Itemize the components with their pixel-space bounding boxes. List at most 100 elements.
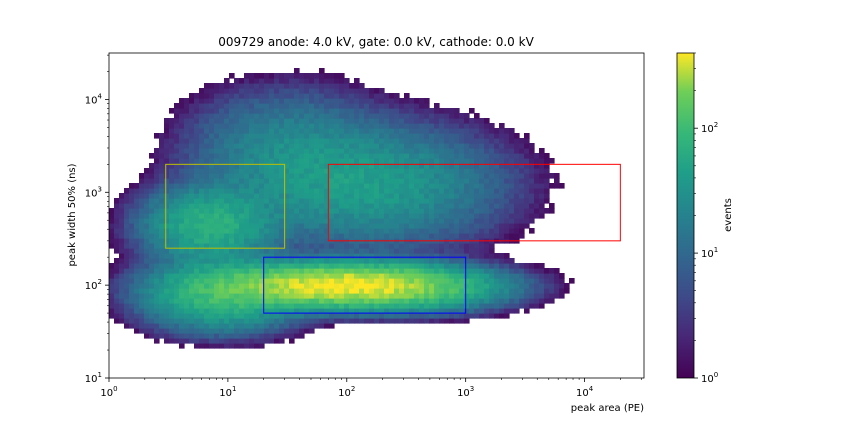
heatmap-cell <box>439 223 445 229</box>
heatmap-cell <box>349 228 355 234</box>
heatmap-cell <box>209 228 215 234</box>
heatmap-cell <box>259 183 265 189</box>
heatmap-cell <box>299 258 305 264</box>
heatmap-cell <box>474 163 480 169</box>
heatmap-cell <box>314 303 320 309</box>
heatmap-cell <box>174 313 180 319</box>
heatmap-cell <box>154 248 160 254</box>
heatmap-cell <box>439 318 445 324</box>
heatmap-cell <box>294 278 300 284</box>
heatmap-cell <box>304 133 310 139</box>
heatmap-cell <box>429 123 435 129</box>
heatmap-cell <box>184 303 190 309</box>
heatmap-cell <box>449 123 455 129</box>
heatmap-cell <box>179 313 185 319</box>
heatmap-cell <box>484 118 490 124</box>
heatmap-cell <box>124 303 130 309</box>
heatmap-cell <box>154 273 160 279</box>
heatmap-cell <box>369 268 375 274</box>
heatmap-cell <box>269 178 275 184</box>
heatmap-cell <box>494 268 500 274</box>
heatmap-cell <box>504 273 510 279</box>
heatmap-cell <box>349 168 355 174</box>
heatmap-cell <box>354 298 360 304</box>
heatmap-cell <box>424 293 430 299</box>
heatmap-cell <box>239 298 245 304</box>
heatmap-cell <box>514 133 520 139</box>
heatmap-cell <box>239 303 245 309</box>
heatmap-cell <box>289 103 295 109</box>
heatmap-cell <box>269 283 275 289</box>
heatmap-cell <box>389 193 395 199</box>
heatmap-cell <box>409 123 415 129</box>
heatmap-cell <box>414 203 420 209</box>
heatmap-cell <box>389 198 395 204</box>
heatmap-cell <box>504 188 510 194</box>
heatmap-cell <box>534 283 540 289</box>
heatmap-cell <box>379 303 385 309</box>
heatmap-cell <box>224 283 230 289</box>
heatmap-cell <box>429 213 435 219</box>
heatmap-cell <box>239 148 245 154</box>
heatmap-cell <box>224 193 230 199</box>
heatmap-cell <box>154 258 160 264</box>
heatmap-cell <box>269 73 275 79</box>
heatmap-cell <box>229 148 235 154</box>
heatmap-cell <box>159 323 165 329</box>
heatmap-cell <box>289 303 295 309</box>
heatmap-cell <box>329 273 335 279</box>
heatmap-cell <box>179 118 185 124</box>
heatmap-cell <box>384 198 390 204</box>
heatmap-cell <box>339 278 345 284</box>
heatmap-cell <box>324 263 330 269</box>
heatmap-cell <box>274 123 280 129</box>
heatmap-cell <box>289 128 295 134</box>
heatmap-cell <box>139 328 145 334</box>
heatmap-cell <box>279 308 285 314</box>
heatmap-cell <box>319 73 325 79</box>
heatmap-cell <box>439 303 445 309</box>
heatmap-cell <box>184 173 190 179</box>
heatmap-cell <box>309 133 315 139</box>
x-tick-label: 101 <box>219 385 236 399</box>
heatmap-cell <box>204 183 210 189</box>
heatmap-cell <box>174 143 180 149</box>
heatmap-cell <box>374 223 380 229</box>
heatmap-cell <box>234 78 240 84</box>
heatmap-cell <box>474 213 480 219</box>
heatmap-cell <box>539 298 545 304</box>
heatmap-cell <box>309 323 315 329</box>
heatmap-cell <box>279 268 285 274</box>
heatmap-cell <box>454 183 460 189</box>
heatmap-cell <box>234 123 240 129</box>
heatmap-cell <box>554 293 560 299</box>
heatmap-cell <box>474 278 480 284</box>
heatmap-cell <box>229 143 235 149</box>
heatmap-cell <box>194 338 200 344</box>
heatmap-cell <box>209 333 215 339</box>
heatmap-cell <box>219 88 225 94</box>
heatmap-cell <box>334 213 340 219</box>
heatmap-cell <box>214 158 220 164</box>
heatmap-cell <box>199 143 205 149</box>
heatmap-cell <box>439 228 445 234</box>
heatmap-cell <box>169 298 175 304</box>
heatmap-cell <box>499 183 505 189</box>
heatmap-cell <box>384 168 390 174</box>
heatmap-cell <box>244 113 250 119</box>
heatmap-cell <box>404 163 410 169</box>
heatmap-cell <box>479 193 485 199</box>
heatmap-cell <box>214 258 220 264</box>
heatmap-cell <box>319 98 325 104</box>
heatmap-cell <box>464 143 470 149</box>
heatmap-cell <box>204 283 210 289</box>
heatmap-cell <box>409 103 415 109</box>
heatmap-cell <box>344 203 350 209</box>
heatmap-cell <box>284 228 290 234</box>
heatmap-cell <box>164 293 170 299</box>
heatmap-cell <box>349 153 355 159</box>
heatmap-cell <box>284 143 290 149</box>
heatmap-cell <box>519 213 525 219</box>
heatmap-cell <box>199 308 205 314</box>
heatmap-cell <box>244 203 250 209</box>
